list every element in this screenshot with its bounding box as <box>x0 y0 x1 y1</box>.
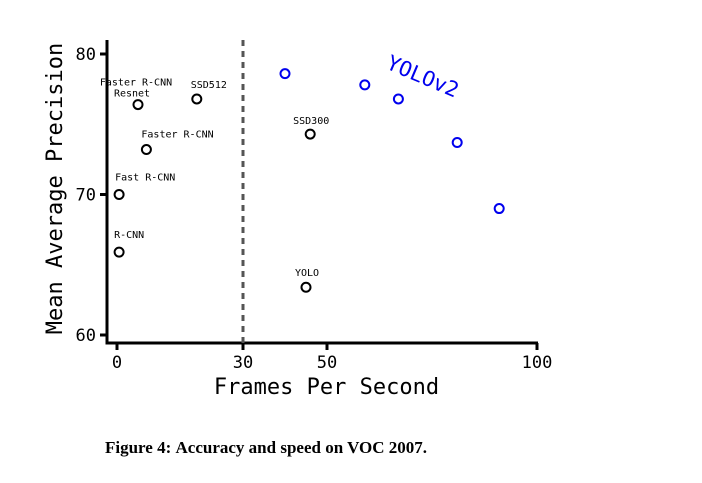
caption-text: Accuracy and speed on VOC 2007. <box>175 438 428 457</box>
x-tick-label: 0 <box>112 353 122 373</box>
point-label: Faster R-CNN <box>100 78 172 89</box>
point-label: SSD300 <box>293 116 329 127</box>
y-axis-label: Mean Average Precision <box>43 43 68 334</box>
point-label: R-CNN <box>114 230 144 241</box>
point-label: Fast R-CNN <box>115 173 175 184</box>
data-point <box>300 281 312 293</box>
data-point <box>493 203 505 215</box>
y-tick-label: 60 <box>76 326 96 346</box>
x-tick-label: 50 <box>317 353 337 373</box>
data-point <box>113 189 125 200</box>
point-label: Resnet <box>114 89 150 100</box>
data-point <box>279 68 291 80</box>
data-point <box>191 93 203 105</box>
x-tick-label: 100 <box>522 353 553 373</box>
data-point <box>140 144 152 156</box>
data-point <box>359 79 371 91</box>
data-point <box>451 137 463 149</box>
x-axis-label: Frames Per Second <box>214 375 439 400</box>
data-point <box>113 246 125 258</box>
axes: 60 70 80 0 30 50 100 Frames Per Second Mean Aver… <box>43 40 552 400</box>
point-label: Faster R-CNN <box>141 130 213 141</box>
caption-label: Figure 4: <box>105 438 172 457</box>
data-point <box>304 128 316 140</box>
data-point <box>392 93 404 105</box>
figure-caption: Figure 4: Accuracy and speed on VOC 2007… <box>105 438 427 458</box>
y-tick-label: 70 <box>76 186 96 206</box>
x-tick-label: 30 <box>233 353 253 373</box>
data-point <box>132 99 144 111</box>
y-tick-label: 80 <box>76 45 96 65</box>
point-label: SSD512 <box>191 80 227 91</box>
point-label: YOLO <box>295 268 319 279</box>
